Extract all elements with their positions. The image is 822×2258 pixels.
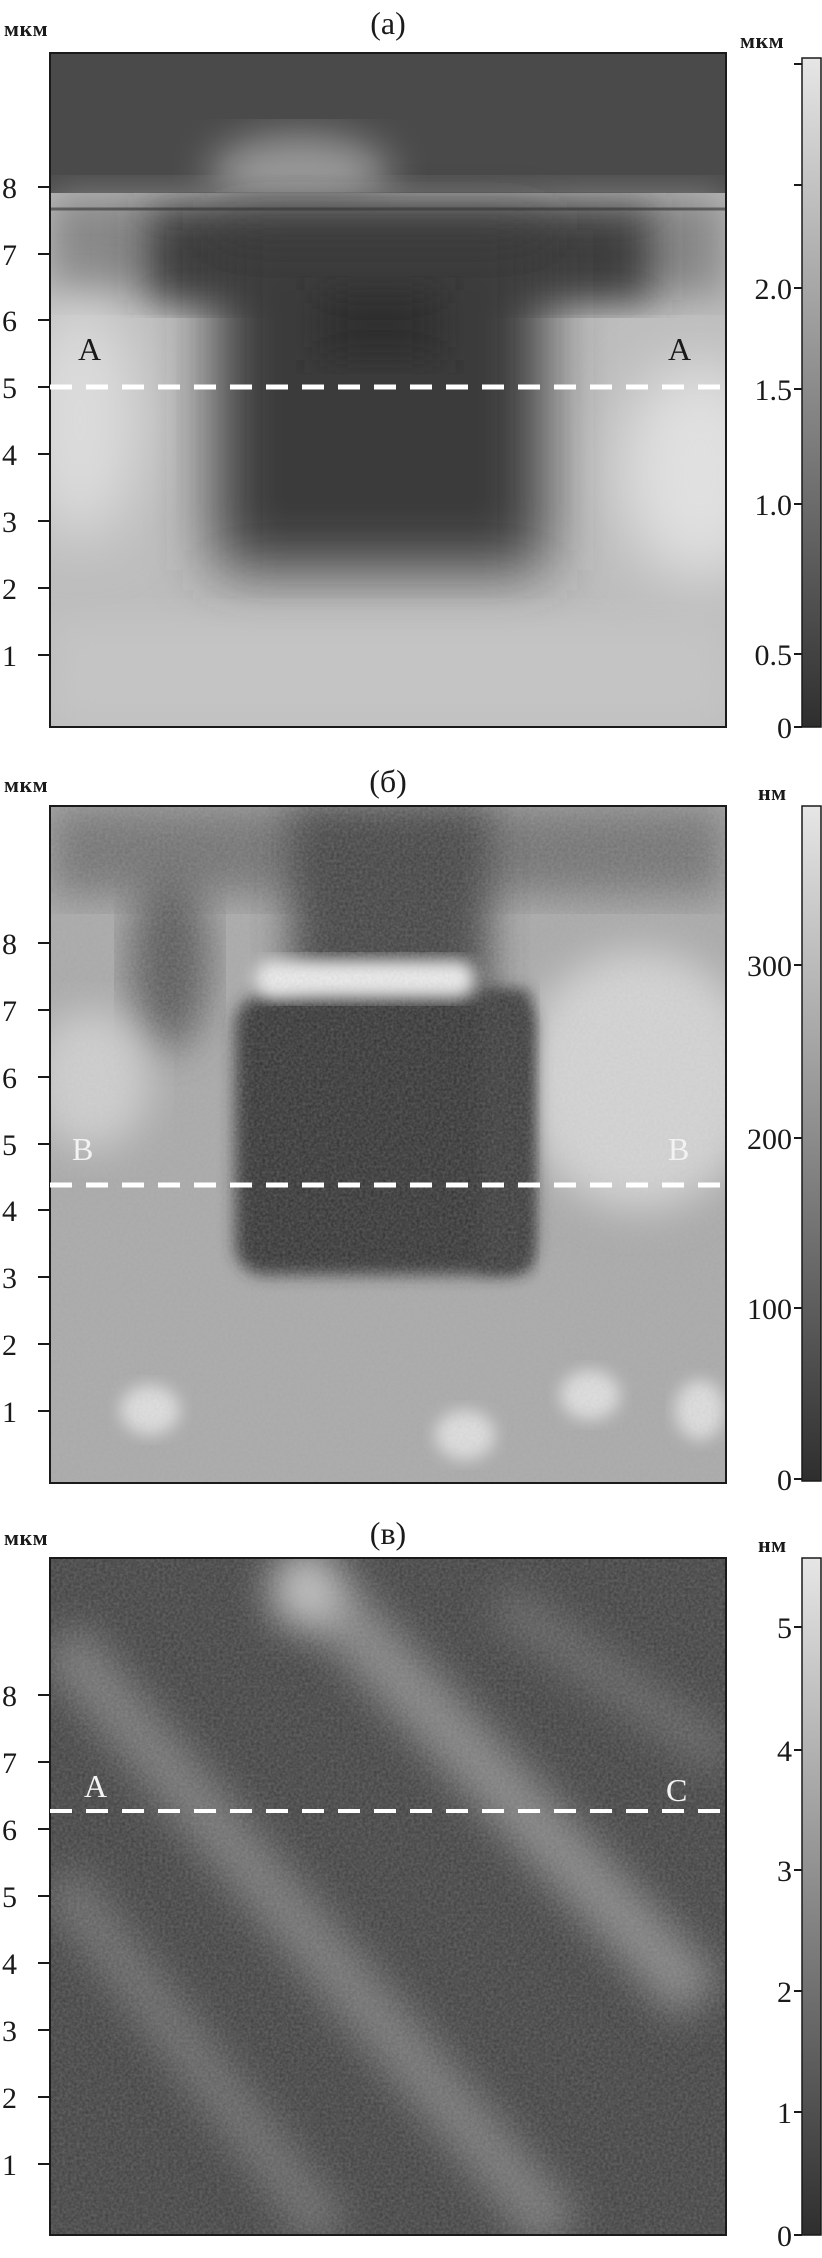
- colorbar-unit: нм: [758, 1532, 787, 1557]
- colorbar-tick: 1: [777, 2097, 792, 2130]
- y-tick: 1: [2, 640, 17, 673]
- y-tick: 2: [2, 1329, 17, 1362]
- y-tick: 3: [2, 506, 17, 539]
- colorbar-unit: нм: [758, 780, 787, 805]
- y-axis-unit: мкм: [4, 16, 48, 41]
- profile-end-label: A: [668, 331, 691, 367]
- colorbar-tick: 4: [777, 1735, 792, 1768]
- colorbar-tick: 0: [777, 712, 792, 745]
- colorbar-unit: мкм: [740, 28, 784, 53]
- y-axis: 1 2 3 4 5 6 7 8: [2, 1680, 50, 2182]
- topography-image: [50, 1558, 726, 2235]
- y-tick: 7: [2, 995, 17, 1028]
- y-tick: 4: [2, 1948, 17, 1981]
- y-tick: 6: [2, 1814, 17, 1847]
- panel-title: (б): [369, 763, 407, 799]
- colorbar-tick: 100: [747, 1293, 792, 1326]
- y-tick: 5: [2, 1881, 17, 1914]
- y-tick: 8: [2, 172, 17, 205]
- y-tick: 8: [2, 1680, 17, 1713]
- colorbar-tick: 300: [747, 950, 792, 983]
- colorbar-tick: 200: [747, 1123, 792, 1156]
- y-tick: 3: [2, 1262, 17, 1295]
- y-tick: 7: [2, 239, 17, 272]
- colorbar-tick: 5: [777, 1612, 792, 1645]
- y-tick: 8: [2, 928, 17, 961]
- y-tick: 5: [2, 372, 17, 405]
- y-tick: 1: [2, 1396, 17, 1429]
- panel-a: (a) мкм мкм A A 1: [2, 5, 822, 745]
- plot-frame: [49, 52, 727, 728]
- y-tick: 6: [2, 305, 17, 338]
- profile-end-label: C: [666, 1772, 687, 1808]
- colorbar-tick: 1.0: [755, 489, 793, 522]
- y-tick: 5: [2, 1129, 17, 1162]
- panel-title: (a): [370, 5, 406, 41]
- y-tick: 4: [2, 1195, 17, 1228]
- profile-end-label: B: [668, 1131, 689, 1167]
- colorbar-tick: 2: [777, 1976, 792, 2009]
- colorbar-tick: 0.5: [755, 639, 793, 672]
- topography-image: [50, 53, 726, 727]
- panel-b: (б) мкм нм B B: [2, 763, 822, 1497]
- panel-title: (в): [370, 1515, 406, 1551]
- colorbar: 0 1 2 3 4 5: [777, 1557, 822, 2253]
- colorbar-tick: 1.5: [755, 374, 793, 407]
- y-tick: 3: [2, 2015, 17, 2048]
- y-tick: 2: [2, 573, 17, 606]
- y-tick: 1: [2, 2149, 17, 2182]
- profile-start-label: A: [78, 331, 101, 367]
- profile-start-label: A: [84, 1768, 107, 1804]
- colorbar: 0 100 200 300: [747, 805, 822, 1497]
- panel-c: (в) мкм нм A C 1 2: [2, 1515, 822, 2253]
- profile-start-label: B: [72, 1131, 93, 1167]
- y-axis: 1 2 3 4 5 6 7 8: [2, 172, 50, 673]
- y-axis: 1 2 3 4 5 6 7 8: [2, 928, 50, 1429]
- colorbar-tick: 2.0: [755, 273, 793, 306]
- y-tick: 4: [2, 439, 17, 472]
- y-axis-unit: мкм: [4, 772, 48, 797]
- colorbar-tick: 0: [777, 1464, 792, 1497]
- y-tick: 2: [2, 2082, 17, 2115]
- y-tick: 7: [2, 1747, 17, 1780]
- topography-image: [50, 806, 726, 1483]
- colorbar-tick: 0: [777, 2220, 792, 2253]
- colorbar-tick: 3: [777, 1855, 792, 1888]
- y-axis-unit: мкм: [4, 1525, 48, 1550]
- y-tick: 6: [2, 1062, 17, 1095]
- colorbar: 0 0.5 1.0 1.5 2.0: [755, 57, 822, 745]
